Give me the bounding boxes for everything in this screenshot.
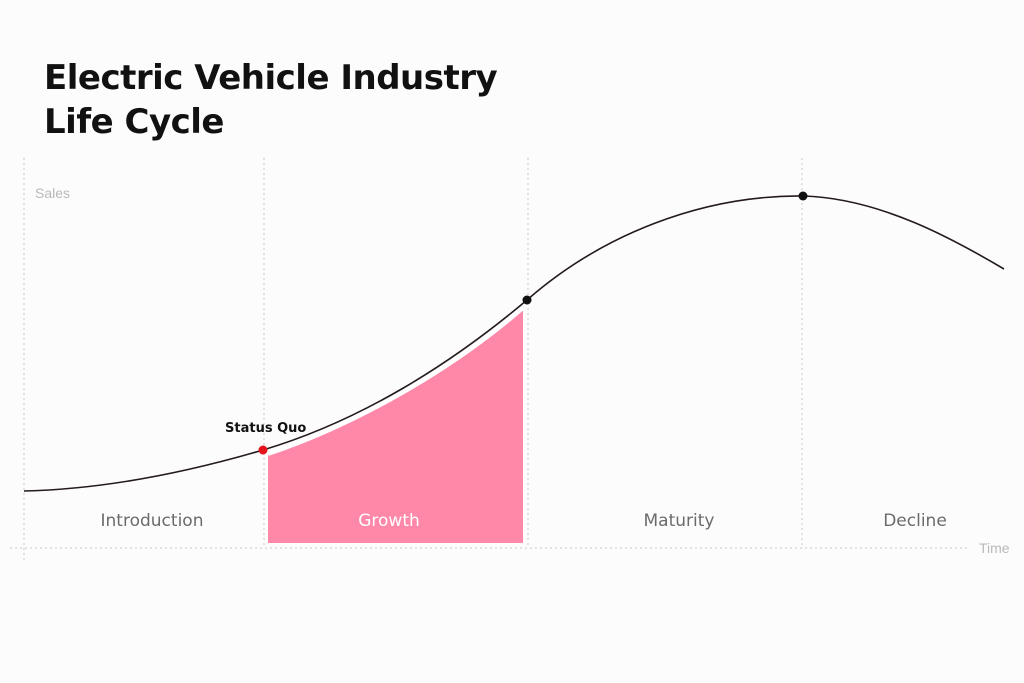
phase-dividers (23, 158, 803, 560)
diagram-title: Electric Vehicle Industry Life Cycle (44, 56, 498, 144)
phase-label-introduction: Introduction (101, 511, 204, 531)
growth-area-edge (267, 306, 525, 456)
x-axis-label: Time (979, 540, 1010, 556)
status-quo-marker (258, 445, 268, 455)
phase-label-maturity: Maturity (644, 511, 715, 531)
peak-marker (798, 191, 808, 201)
phase-label-decline: Decline (883, 511, 947, 531)
title-line-1: Electric Vehicle Industry (44, 58, 498, 98)
y-axis-label: Sales (35, 185, 70, 201)
status-quo-label: Status Quo (225, 421, 306, 436)
growth-end-marker (522, 295, 532, 305)
phase-label-growth: Growth (358, 511, 420, 531)
title-line-2: Life Cycle (44, 102, 225, 142)
growth-area-highlight (268, 308, 523, 543)
